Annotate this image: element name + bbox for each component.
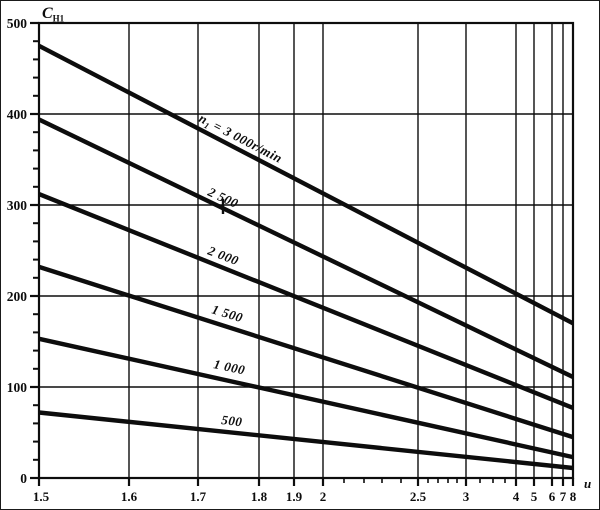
series-line-1000 (38, 336, 574, 460)
series-line-2500 (38, 117, 574, 379)
series-line-1500 (38, 264, 574, 440)
y-tick-label-0: 0 (20, 471, 27, 486)
series-label-500: 500 (221, 412, 244, 429)
series-label-3000: n1 = 3 000r/min (196, 110, 285, 167)
x-tick-label-6: 6 (549, 489, 556, 504)
x-tick-label-1.6: 1.6 (121, 489, 138, 504)
y-tick-label-400: 400 (7, 107, 28, 122)
series-line-3000 (37, 43, 575, 326)
series-label-1000: 1 000 (212, 356, 246, 377)
y-tick-label-500: 500 (7, 16, 28, 31)
x-tick-label-1.5: 1.5 (33, 489, 50, 504)
series-line-2000 (38, 192, 574, 410)
series-line-500 (38, 410, 574, 471)
x-tick-label-1.9: 1.9 (286, 489, 303, 504)
y-axis-title: CH1 (42, 5, 65, 24)
y-tick-label-100: 100 (7, 380, 28, 395)
x-tick-label-4: 4 (513, 489, 520, 504)
x-tick-label-5: 5 (531, 489, 538, 504)
x-tick-label-7: 7 (560, 489, 567, 504)
plot-border (37, 21, 575, 480)
y-tick-label-300: 300 (7, 198, 28, 213)
x-tick-label-1.7: 1.7 (190, 489, 207, 504)
x-tick-label-8: 8 (570, 489, 577, 504)
y-tick-label-200: 200 (7, 289, 28, 304)
x-tick-label-2: 2 (320, 489, 327, 504)
x-axis-title: u (584, 476, 591, 491)
x-tick-label-3: 3 (463, 489, 470, 504)
x-tick-label-1.8: 1.8 (251, 489, 268, 504)
x-tick-label-2.5: 2.5 (410, 489, 427, 504)
